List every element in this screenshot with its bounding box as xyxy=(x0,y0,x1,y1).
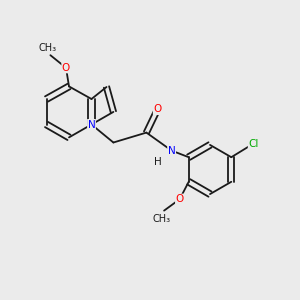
Text: Cl: Cl xyxy=(248,139,259,149)
Text: CH₃: CH₃ xyxy=(38,43,56,53)
Text: H: H xyxy=(154,157,162,167)
Text: O: O xyxy=(153,104,162,115)
Text: O: O xyxy=(176,194,184,204)
Text: O: O xyxy=(62,63,70,73)
Text: CH₃: CH₃ xyxy=(152,214,170,224)
Text: N: N xyxy=(88,119,95,130)
Text: N: N xyxy=(168,146,176,156)
